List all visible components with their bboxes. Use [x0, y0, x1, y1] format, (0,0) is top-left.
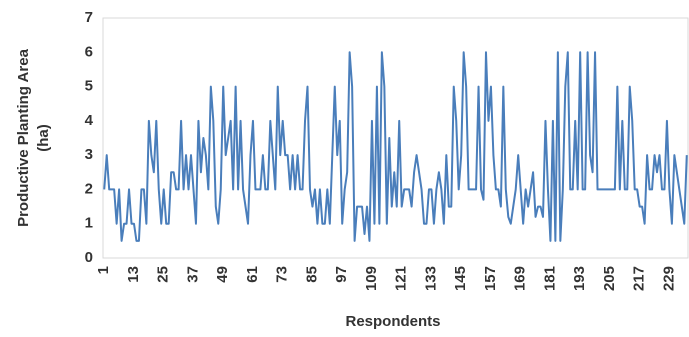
- y-axis-title: Productive Planting Area: [15, 48, 32, 226]
- y-tick-label: 1: [85, 215, 93, 232]
- x-tick-label: 109: [363, 266, 380, 291]
- x-tick-label: 133: [422, 266, 439, 291]
- y-tick-label: 3: [85, 146, 93, 163]
- x-tick-label: 217: [631, 266, 648, 291]
- y-tick-label: 0: [85, 249, 93, 266]
- x-tick-label: 193: [571, 266, 588, 291]
- x-tick-label: 145: [452, 266, 469, 291]
- x-tick-label: 49: [214, 266, 231, 283]
- x-tick-label: 73: [274, 266, 291, 283]
- x-tick-label: 229: [660, 266, 677, 291]
- plot-frame: [102, 17, 689, 259]
- x-tick-label: 61: [244, 266, 261, 283]
- y-tick-label: 6: [85, 43, 93, 60]
- x-tick-label: 97: [333, 266, 350, 283]
- x-tick-label: 157: [482, 266, 499, 291]
- x-tick-label: 169: [512, 266, 529, 291]
- y-tick-label: 2: [85, 180, 93, 197]
- x-tick-label: 1: [95, 266, 112, 274]
- x-tick-label: 37: [184, 266, 201, 283]
- y-tick-label: 5: [85, 78, 93, 95]
- x-tick-label: 25: [155, 266, 172, 283]
- y-tick-label: 4: [85, 112, 94, 129]
- y-tick-label: 7: [85, 9, 93, 26]
- x-tick-label: 13: [125, 266, 142, 283]
- x-tick-label: 205: [601, 266, 618, 291]
- data-line: [103, 51, 688, 242]
- x-tick-label: 181: [541, 266, 558, 291]
- x-tick-label: 121: [393, 266, 410, 291]
- x-axis-title: Respondents: [345, 313, 440, 330]
- y-axis-title: (ha): [35, 124, 52, 152]
- x-tick-label: 85: [303, 266, 320, 283]
